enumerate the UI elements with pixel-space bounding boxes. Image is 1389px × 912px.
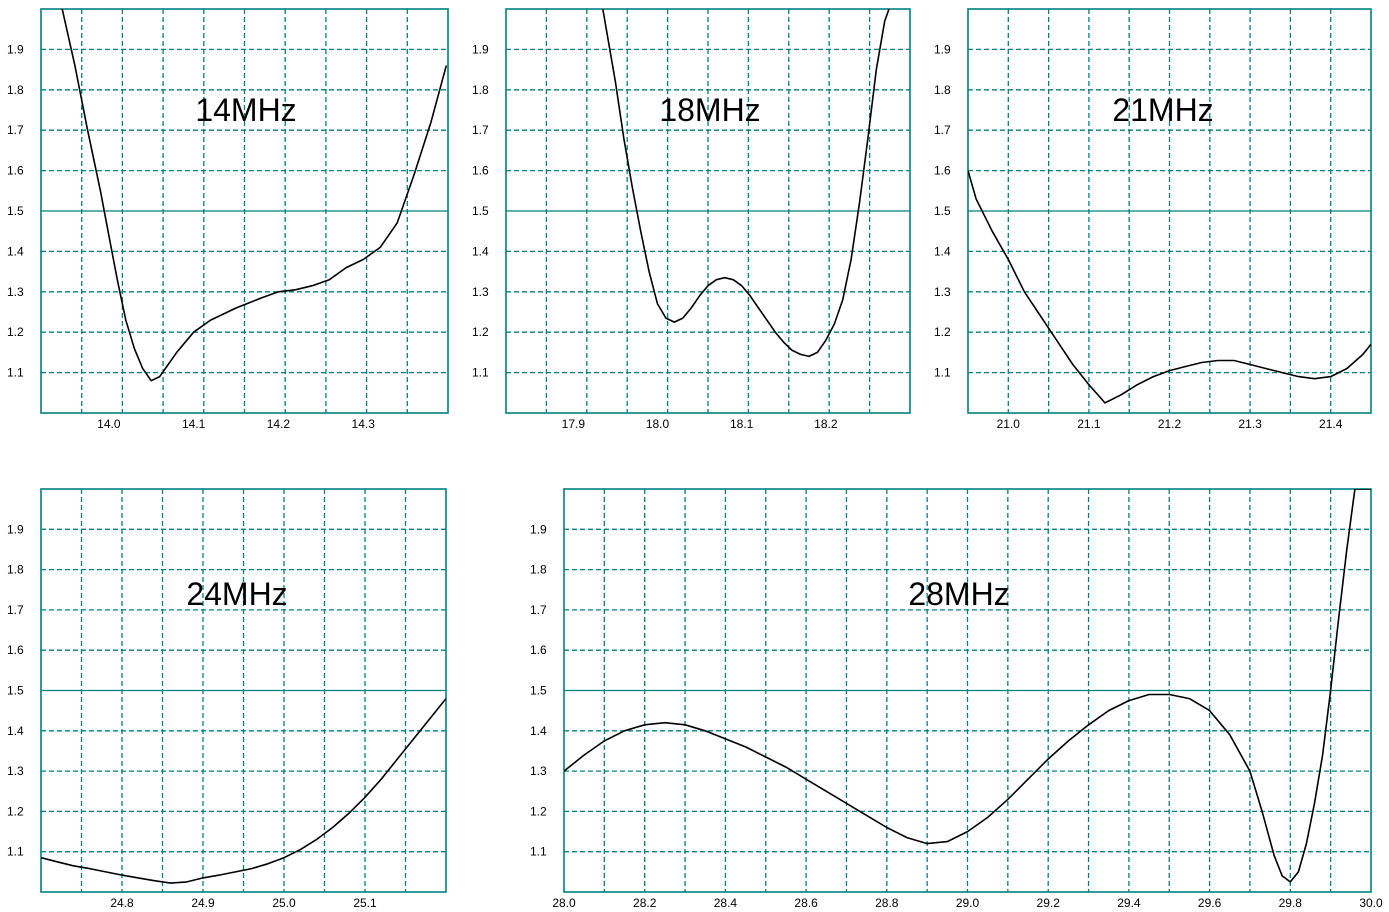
x-tick-label: 29.8 [1279,896,1303,910]
chart-title: 21MHz [1112,92,1213,128]
y-tick-label: 1.6 [7,164,24,178]
y-tick-label: 1.1 [934,366,951,380]
y-tick-label: 1.2 [472,325,489,339]
chart-title: 18MHz [659,92,760,128]
chart-title: 24MHz [186,576,287,612]
y-tick-label: 1.8 [934,83,951,97]
y-tick-label: 1.5 [530,684,547,698]
swr-curve [968,170,1371,404]
x-tick-label: 29.4 [1117,896,1141,910]
y-tick-label: 1.7 [530,603,547,617]
y-tick-label: 1.1 [530,845,547,859]
plot-frame [967,8,1372,414]
y-tick-label: 1.9 [530,522,547,536]
x-tick-label: 29.2 [1037,896,1061,910]
plot-frame [563,488,1372,893]
y-tick-label: 1.8 [530,563,547,577]
x-tick-label: 21.0 [997,417,1021,431]
y-tick-label: 1.8 [7,83,24,97]
x-tick-label: 14.0 [97,417,121,431]
swr-curve [61,9,448,382]
y-tick-label: 1.5 [7,204,24,218]
x-tick-label: 21.1 [1077,417,1101,431]
y-tick-label: 1.3 [7,764,24,778]
y-tick-label: 1.5 [7,684,24,698]
chart-panel-18mhz: 1.1 1.2 1.3 1.4 1.5 1.6 1.7 1.8 1.9 17.9 18.0 18.1 1… [472,8,911,431]
x-tick-label: 24.8 [110,896,134,910]
plot-frame [505,8,911,414]
y-tick-label: 1.9 [7,522,24,536]
plot-frame [40,8,449,414]
x-tick-label: 28.8 [875,896,899,910]
x-tick-label: 14.3 [352,417,376,431]
x-tick-label: 29.6 [1198,896,1222,910]
chart-panel-14mhz: 1.1 1.2 1.3 1.4 1.5 1.6 1.7 1.8 1.9 14.0 14.1 14.2 1… [7,8,449,431]
y-tick-label: 1.3 [472,285,489,299]
y-tick-label: 1.7 [934,123,951,137]
x-tick-label: 18.1 [730,417,754,431]
x-tick-label: 29.0 [956,896,980,910]
y-tick-label: 1.1 [472,366,489,380]
y-tick-label: 1.4 [934,244,951,258]
y-tick-label: 1.8 [7,563,24,577]
x-tick-label: 18.0 [646,417,670,431]
x-tick-label: 28.2 [633,896,657,910]
chart-title: 14MHz [195,92,296,128]
swr-curve [564,489,1371,883]
y-tick-label: 1.7 [7,603,24,617]
y-tick-label: 1.1 [7,845,24,859]
y-tick-label: 1.2 [530,804,547,818]
y-tick-label: 1.6 [472,164,489,178]
x-tick-label: 14.2 [267,417,291,431]
y-tick-label: 1.8 [472,83,489,97]
y-tick-label: 1.9 [934,42,951,56]
x-tick-label: 17.9 [562,417,586,431]
x-tick-label: 21.2 [1158,417,1182,431]
x-tick-label: 21.4 [1319,417,1343,431]
y-tick-label: 1.9 [472,42,489,56]
chart-panel-28mhz: 1.1 1.2 1.3 1.4 1.5 1.6 1.7 1.8 1.9 28.0 28.2 28.4 2… [530,488,1383,910]
y-tick-label: 1.5 [472,204,489,218]
y-tick-label: 1.2 [7,804,24,818]
x-tick-label: 30.0 [1359,896,1383,910]
y-tick-label: 1.5 [934,204,951,218]
y-tick-label: 1.3 [7,285,24,299]
x-tick-label: 28.0 [552,896,576,910]
x-tick-label: 24.9 [191,896,215,910]
y-tick-label: 1.9 [7,42,24,56]
y-tick-label: 1.2 [934,325,951,339]
y-tick-label: 1.4 [7,244,24,258]
chart-panel-21mhz: 1.1 1.2 1.3 1.4 1.5 1.6 1.7 1.8 1.9 21.0 21.1 21.2 2… [934,8,1372,431]
y-tick-label: 1.6 [7,643,24,657]
y-tick-label: 1.2 [7,325,24,339]
y-tick-label: 1.3 [934,285,951,299]
y-tick-label: 1.3 [530,764,547,778]
y-tick-label: 1.4 [472,244,489,258]
x-tick-label: 28.6 [794,896,818,910]
y-tick-label: 1.7 [472,123,489,137]
chart-title: 28MHz [908,576,1009,612]
y-tick-label: 1.6 [530,643,547,657]
x-tick-label: 21.3 [1238,417,1262,431]
y-tick-label: 1.7 [7,123,24,137]
swr-curve [41,698,446,884]
y-tick-label: 1.6 [934,164,951,178]
y-tick-label: 1.1 [7,366,24,380]
x-tick-label: 28.4 [714,896,738,910]
y-tick-label: 1.4 [530,724,547,738]
swr-curve [602,9,890,358]
y-tick-label: 1.4 [7,724,24,738]
x-tick-label: 18.2 [814,417,838,431]
x-tick-label: 25.0 [272,896,296,910]
x-tick-label: 14.1 [182,417,206,431]
chart-panel-24mhz: 1.1 1.2 1.3 1.4 1.5 1.6 1.7 1.8 1.9 24.8 24.9 25.0 2… [7,488,447,910]
plot-frame [40,488,447,893]
x-tick-label: 25.1 [353,896,377,910]
